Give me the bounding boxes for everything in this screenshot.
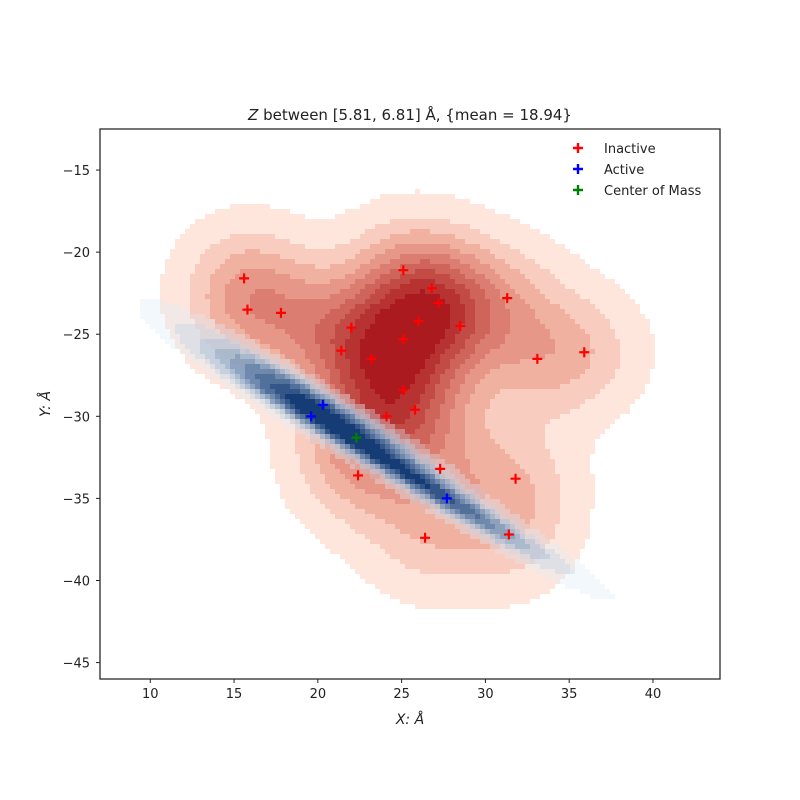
y-axis-label: Y: Å bbox=[37, 391, 54, 417]
inactive-point bbox=[420, 532, 431, 543]
inactive-point bbox=[275, 307, 286, 318]
active-point bbox=[317, 399, 328, 410]
active-density bbox=[140, 299, 615, 599]
inactive-point bbox=[435, 463, 446, 474]
legend-label: Center of Mass bbox=[604, 184, 702, 199]
inactive-point bbox=[532, 353, 543, 364]
inactive-point bbox=[413, 316, 424, 327]
inactive-point bbox=[510, 473, 521, 484]
inactive-point bbox=[433, 298, 444, 309]
x-tick-label: 40 bbox=[645, 687, 662, 702]
inactive-point bbox=[455, 321, 466, 332]
inactive-point bbox=[398, 334, 409, 345]
legend-marker bbox=[573, 185, 583, 195]
x-tick-label: 25 bbox=[393, 687, 410, 702]
y-tick-label: −35 bbox=[63, 492, 90, 507]
legend-label: Active bbox=[604, 163, 644, 178]
y-tick-label: −30 bbox=[63, 410, 90, 425]
inactive-point bbox=[353, 470, 364, 481]
inactive-point bbox=[239, 273, 250, 284]
inactive-point bbox=[381, 411, 392, 422]
y-tick-label: −25 bbox=[63, 328, 90, 343]
active-point bbox=[441, 493, 452, 504]
y-tick-label: −45 bbox=[63, 657, 90, 672]
legend: Inactive Active Center of Mass bbox=[573, 142, 702, 199]
x-tick-label: 20 bbox=[310, 687, 327, 702]
x-tick-label: 30 bbox=[477, 687, 494, 702]
center-of-mass-point bbox=[351, 432, 362, 443]
inactive-point bbox=[410, 404, 421, 415]
density-contours bbox=[140, 189, 655, 609]
y-tick-label: −20 bbox=[63, 246, 90, 261]
chart-title-italic: Z bbox=[247, 106, 259, 124]
x-axis-ticks: 10 15 20 25 30 35 40 bbox=[142, 679, 661, 702]
x-tick-label: 15 bbox=[226, 687, 243, 702]
inactive-point bbox=[366, 353, 377, 364]
inactive-density-level bbox=[360, 289, 450, 404]
legend-marker bbox=[573, 164, 583, 174]
x-axis-label: X: Å bbox=[395, 711, 424, 728]
inactive-point bbox=[242, 304, 253, 315]
inactive-point bbox=[579, 347, 590, 358]
x-tick-label: 10 bbox=[142, 687, 159, 702]
inactive-point bbox=[346, 322, 357, 333]
inactive-point bbox=[426, 283, 437, 294]
y-axis-ticks: −15 −20 −25 −30 −35 −40 −45 bbox=[63, 164, 100, 672]
y-tick-label: −40 bbox=[63, 574, 90, 589]
inactive-point bbox=[398, 385, 409, 396]
inactive-point bbox=[503, 529, 514, 540]
y-tick-label: −15 bbox=[63, 164, 90, 179]
legend-label: Inactive bbox=[604, 142, 656, 157]
scatter-points bbox=[239, 265, 590, 543]
chart-title-rest: between [5.81, 6.81] Å, {mean = 18.94} bbox=[258, 105, 572, 124]
inactive-point bbox=[336, 345, 347, 356]
inactive-point bbox=[502, 293, 513, 304]
plot-frame bbox=[99, 128, 721, 680]
legend-marker bbox=[573, 143, 583, 153]
x-tick-label: 35 bbox=[561, 687, 578, 702]
inactive-density bbox=[160, 189, 655, 609]
inactive-point bbox=[398, 265, 409, 276]
chart-title: Z between [5.81, 6.81] Å, {mean = 18.94} bbox=[247, 105, 572, 124]
active-point bbox=[306, 411, 317, 422]
active-density-level bbox=[285, 394, 430, 489]
